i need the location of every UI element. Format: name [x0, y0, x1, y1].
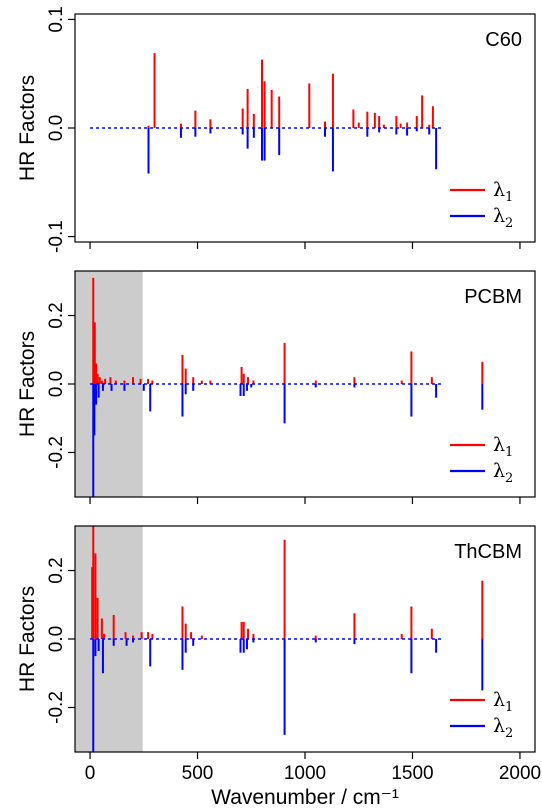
x-tick-label: 0 — [85, 763, 96, 784]
panel-title: PCBM — [464, 286, 522, 308]
legend-label: λ2 — [493, 715, 513, 741]
y-tick-label: 0.1 — [46, 6, 67, 32]
y-tick-label: 0.0 — [46, 626, 67, 652]
panel-title: ThCBM — [454, 541, 522, 563]
y-tick-label: -0.1 — [46, 220, 67, 253]
y-tick-label: -0.2 — [46, 436, 67, 469]
x-tick-label: 1500 — [391, 763, 433, 784]
series-lambda1 — [92, 277, 484, 384]
x-axis-label: Wavenumber / cm⁻¹ — [211, 786, 399, 808]
y-axis-label: HR Factors — [16, 75, 39, 181]
series-lambda1 — [91, 526, 484, 639]
plot-frame — [74, 13, 536, 243]
x-tick-label: 1000 — [284, 763, 326, 784]
y-tick-label: -0.2 — [46, 691, 67, 724]
legend-label: λ1 — [493, 689, 513, 715]
series-lambda2 — [92, 639, 484, 752]
legend-label: λ1 — [493, 434, 513, 460]
panel-3: -0.2 0.0 0.2 0 500 1000 1500 2000 HR Factors ThCB… — [16, 525, 541, 808]
x-tick-label: 500 — [182, 763, 214, 784]
y-tick-label: 0.2 — [46, 302, 67, 328]
series-lambda1 — [147, 53, 434, 128]
legend-label: λ2 — [493, 460, 513, 486]
legend-label: λ2 — [493, 205, 513, 231]
x-tick-label: 2000 — [499, 763, 541, 784]
panel-title: C60 — [485, 29, 522, 51]
y-axis-label: HR Factors — [16, 331, 39, 437]
y-tick-label: 0.0 — [46, 115, 67, 141]
y-tick-label: 0.2 — [46, 557, 67, 583]
series-lambda2 — [92, 384, 484, 497]
y-tick-label: 0.0 — [46, 371, 67, 397]
series-lambda2 — [147, 128, 438, 174]
y-axis-label: HR Factors — [16, 586, 39, 692]
legend-label: λ1 — [493, 179, 513, 205]
